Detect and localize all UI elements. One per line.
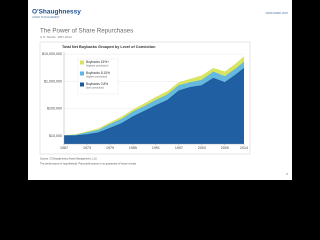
series-line bbox=[63, 56, 245, 137]
legend-swatch bbox=[80, 82, 84, 87]
x-tick-label: 1991 bbox=[152, 146, 160, 150]
chart-title: Total Net Buybacks Grouped by Level of C… bbox=[62, 45, 156, 49]
slide-subtitle: U.S. Stocks, 1967-2014 bbox=[40, 35, 72, 39]
x-tick-label: 1985 bbox=[129, 146, 137, 150]
legend-label: Buybacks 8-15% bbox=[86, 71, 110, 75]
legend-swatch bbox=[80, 60, 84, 65]
x-tick-label: 1967 bbox=[60, 146, 68, 150]
y-tick-label: $10,000 bbox=[49, 134, 62, 138]
series-line bbox=[64, 68, 245, 137]
area-fill bbox=[64, 68, 244, 144]
x-tick-label: 1979 bbox=[106, 146, 114, 150]
slide-title: The Power of Share Repurchases bbox=[40, 28, 133, 35]
y-tick-label: $10,000,000 bbox=[42, 52, 62, 56]
x-tick-label: 1997 bbox=[175, 146, 183, 150]
legend-box bbox=[77, 58, 119, 95]
x-tick-label: 2009 bbox=[221, 146, 229, 150]
logo: O'Shaughnessy bbox=[32, 9, 81, 16]
legend-note: (low conviction) bbox=[86, 85, 104, 89]
y-tick-label: $1,000,000 bbox=[44, 79, 62, 83]
y-tick-label: $100,000 bbox=[47, 107, 62, 111]
disclaimer: The performance is hypothetical. Past pe… bbox=[40, 162, 137, 166]
series-line bbox=[63, 62, 245, 137]
slide: O'Shaughnessy ASSET MANAGEMENT www.osam.… bbox=[28, 0, 292, 180]
page-number: 6 bbox=[286, 172, 288, 176]
x-tick-label: 1973 bbox=[83, 146, 91, 150]
legend-note: (higher conviction) bbox=[86, 74, 107, 78]
legend-label: Buybacks 0-8% bbox=[86, 82, 108, 86]
legend-note: (highest conviction) bbox=[86, 63, 108, 67]
logo-sub: ASSET MANAGEMENT bbox=[32, 15, 60, 19]
legend-swatch bbox=[80, 71, 84, 76]
legend-label: Buybacks 15%+ bbox=[86, 60, 109, 64]
url: www.osam.com bbox=[266, 11, 289, 15]
x-tick-label: 2014 bbox=[240, 146, 248, 150]
page: { "header": { "logo": "O'Shaughnessy", "… bbox=[28, 0, 292, 180]
x-tick-label: 2003 bbox=[198, 146, 206, 150]
source: Source: O'Shaughnessy Asset Management, … bbox=[40, 157, 97, 161]
